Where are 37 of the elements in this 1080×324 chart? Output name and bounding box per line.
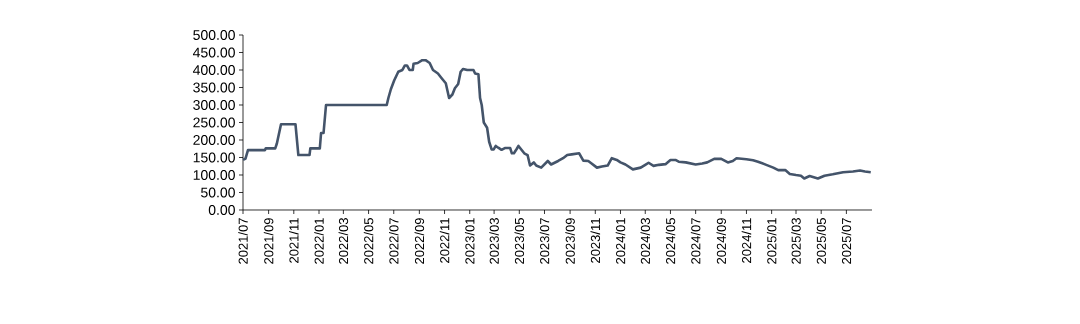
y-tick-label: 300.00	[193, 100, 235, 110]
x-tick-label: 2022/09	[414, 218, 425, 264]
x-tick-label: 2021/09	[263, 218, 274, 264]
x-tick-label: 2025/03	[791, 218, 801, 264]
x-tick-label: 2024/09	[716, 218, 727, 264]
x-tick-label: 2023/09	[565, 218, 575, 264]
x-tick-label: 2022/07	[388, 218, 399, 264]
x-tick-label: 2023/11	[590, 218, 601, 263]
y-tick-label: 450.00	[192, 47, 235, 58]
x-tick-label: 2024/03	[640, 218, 651, 264]
y-tick-label: 350.00	[193, 82, 235, 93]
x-tick-label: 2023/03	[489, 218, 499, 264]
x-tick-label: 2024/07	[690, 218, 701, 264]
line-series	[241, 58, 873, 180]
y-tick-label: 50.00	[201, 187, 235, 198]
x-tick-label: 2024/01	[615, 218, 626, 264]
x-tick-label: 2022/05	[363, 218, 374, 264]
y-tick-label: 250.00	[193, 117, 235, 128]
x-tick-label: 2024/11	[741, 218, 752, 263]
y-tick-label: 200.00	[193, 135, 235, 145]
x-tick-label: 2021/11	[289, 218, 299, 263]
x-tick-label: 2021/07	[238, 218, 248, 264]
y-tick-label: 150.00	[193, 152, 235, 163]
x-tick-label: 2024/05	[665, 218, 676, 264]
x-tick-label: 2025/05	[816, 218, 826, 264]
x-tick-label: 2022/01	[314, 218, 324, 264]
y-tick-label: 100.00	[193, 170, 235, 180]
x-tick-label: 2023/05	[514, 218, 525, 264]
y-tick-label: 400.00	[192, 65, 235, 75]
x-tick-label: 2022/03	[338, 218, 349, 264]
x-tick-label: 2023/07	[539, 218, 550, 264]
x-tick-label: 2023/01	[464, 218, 475, 264]
x-tick-label: 2025/01	[766, 218, 777, 264]
x-tick-label: 2022/11	[439, 218, 450, 263]
y-tick-label: 500.00	[193, 30, 235, 40]
y-tick-label: 0.00	[208, 205, 235, 215]
x-tick-label: 2025/07	[841, 218, 852, 264]
